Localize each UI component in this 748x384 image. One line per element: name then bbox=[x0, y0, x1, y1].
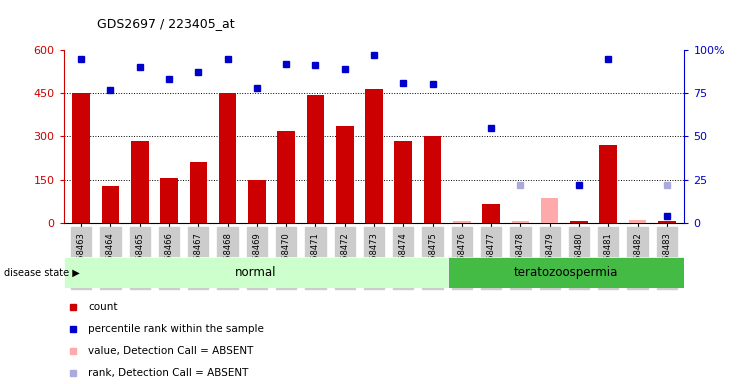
Bar bbox=[131, 141, 149, 223]
Bar bbox=[218, 93, 236, 223]
Bar bbox=[189, 162, 207, 223]
Bar bbox=[448, 257, 684, 288]
Bar bbox=[102, 186, 119, 223]
Bar bbox=[307, 94, 324, 223]
Bar bbox=[424, 136, 441, 223]
Bar bbox=[658, 221, 675, 223]
Bar bbox=[541, 198, 559, 223]
Bar bbox=[599, 145, 617, 223]
Text: disease state ▶: disease state ▶ bbox=[4, 268, 79, 278]
Text: normal: normal bbox=[235, 266, 277, 279]
Bar bbox=[278, 131, 295, 223]
Bar bbox=[160, 178, 178, 223]
Bar bbox=[365, 89, 383, 223]
Text: GDS2697 / 223405_at: GDS2697 / 223405_at bbox=[97, 17, 235, 30]
Bar bbox=[512, 221, 529, 223]
Bar bbox=[541, 201, 559, 223]
Text: value, Detection Call = ABSENT: value, Detection Call = ABSENT bbox=[88, 346, 254, 356]
Bar bbox=[629, 220, 646, 223]
Text: teratozoospermia: teratozoospermia bbox=[514, 266, 619, 279]
Bar bbox=[394, 141, 412, 223]
Bar bbox=[512, 221, 529, 223]
Bar bbox=[453, 221, 470, 223]
Bar bbox=[629, 220, 646, 223]
Bar bbox=[73, 93, 90, 223]
Bar bbox=[570, 221, 588, 223]
Text: rank, Detection Call = ABSENT: rank, Detection Call = ABSENT bbox=[88, 368, 249, 378]
Bar bbox=[453, 221, 470, 223]
Bar bbox=[336, 126, 354, 223]
Text: percentile rank within the sample: percentile rank within the sample bbox=[88, 324, 264, 334]
Bar bbox=[64, 257, 448, 288]
Bar bbox=[482, 204, 500, 223]
Bar bbox=[248, 180, 266, 223]
Text: count: count bbox=[88, 302, 118, 312]
